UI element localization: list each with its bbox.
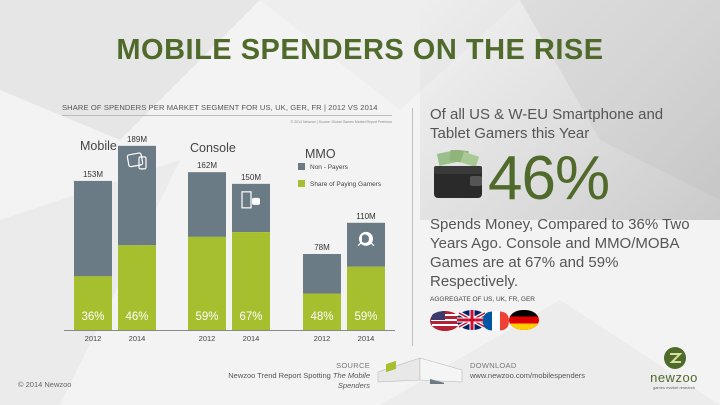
bar-total-label: 110M xyxy=(356,212,376,221)
bar-percent-label: 46% xyxy=(125,311,148,323)
stacked-bar-chart: Mobile 153M 36% 2012 189M 46% 2014 Console 162M 5… xyxy=(64,135,395,343)
fr-flag xyxy=(483,311,509,331)
uk-flag xyxy=(457,310,487,330)
big-percent: 46% xyxy=(488,144,610,213)
bar-total-label: 162M xyxy=(197,161,217,170)
legend-label-paying: Share of Paying Gamers xyxy=(310,181,382,188)
download-link[interactable]: www.newzoo.com/mobilespenders xyxy=(470,371,586,380)
source-text: Newzoo Trend Report Spotting The Mobile … xyxy=(200,371,370,391)
segment-label: Mobile xyxy=(80,139,117,153)
x-tick-label: 2012 xyxy=(199,334,216,343)
country-flags xyxy=(430,310,539,331)
bar-paying xyxy=(347,266,385,330)
bar-non-payers xyxy=(188,172,226,237)
bar-paying xyxy=(188,236,226,330)
de-flag xyxy=(509,310,539,330)
vertical-divider xyxy=(412,108,413,346)
report-booklet-image xyxy=(377,357,463,384)
bar-total-label: 78M xyxy=(314,243,330,252)
bar-total-label: 153M xyxy=(83,170,103,179)
bar-paying xyxy=(118,245,156,330)
bar-percent-label: 36% xyxy=(81,311,104,323)
right-body-text: Spends Money, Compared to 36% Two Years … xyxy=(430,216,690,290)
bar-percent-label: 59% xyxy=(354,311,377,323)
chart-subtitle: SHARE OF SPENDERS PER MARKET SEGMENT FOR… xyxy=(62,103,392,116)
download-label: DOWNLOAD xyxy=(470,361,517,370)
source-label: SOURCE xyxy=(336,361,370,370)
source-block: SOURCE Newzoo Trend Report Spotting The … xyxy=(200,361,370,391)
source-text-prefix: Newzoo Trend Report Spotting xyxy=(228,371,333,380)
bar-non-payers xyxy=(118,145,156,246)
legend-swatch-paying xyxy=(298,180,305,187)
x-tick-label: 2012 xyxy=(85,334,102,343)
bar-paying xyxy=(74,276,112,330)
wallet-money-icon xyxy=(434,150,482,198)
globe-network-icon xyxy=(357,231,375,247)
legend-label-non-payers: Non - Payers xyxy=(310,164,349,171)
download-block: DOWNLOAD www.newzoo.com/mobilespenders xyxy=(470,361,630,381)
bar-total-label: 189M xyxy=(127,135,147,144)
source-text-italic: The Mobile Spenders xyxy=(332,371,370,390)
aggregate-note: AGGREGATE OF US, UK, FR, GER xyxy=(430,296,535,303)
bar-non-payers xyxy=(74,180,112,277)
newzoo-logo-icon xyxy=(664,347,686,369)
bar-percent-label: 67% xyxy=(239,311,262,323)
bar-percent-label: 48% xyxy=(310,311,333,323)
us-flag xyxy=(430,311,460,331)
x-tick-label: 2014 xyxy=(243,334,260,343)
logo-name: newzoo xyxy=(650,370,698,385)
bar-percent-label: 59% xyxy=(195,311,218,323)
page-title: MOBILE SPENDERS ON THE RISE xyxy=(116,34,604,66)
bar-total-label: 150M xyxy=(241,173,261,182)
segment-label: Console xyxy=(190,141,236,155)
chart-credit: © 2014 Newzoo | Source: Global Games Mar… xyxy=(290,120,392,124)
copyright: © 2014 Newzoo xyxy=(18,380,72,389)
x-tick-label: 2014 xyxy=(129,334,146,343)
right-heading: Of all US & W-EU Smartphone and Tablet G… xyxy=(430,106,664,142)
logo-tagline: games market research xyxy=(652,385,695,390)
bar-non-payers xyxy=(303,254,341,294)
bar-paying xyxy=(232,232,270,330)
console-icon xyxy=(241,191,260,209)
x-tick-label: 2014 xyxy=(358,334,375,343)
legend-swatch-non-payers xyxy=(298,163,305,170)
tablet-phone-icon xyxy=(126,152,147,170)
x-tick-label: 2012 xyxy=(314,334,331,343)
bar-paying xyxy=(303,293,341,330)
segment-label: MMO xyxy=(305,147,336,161)
